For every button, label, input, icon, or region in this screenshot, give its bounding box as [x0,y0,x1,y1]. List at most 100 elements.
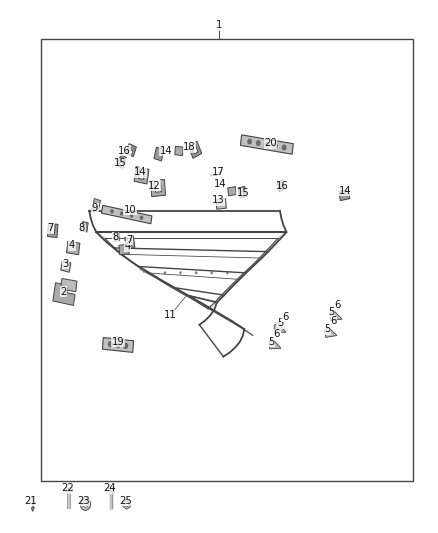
Circle shape [83,227,86,230]
Circle shape [124,502,129,507]
Polygon shape [277,180,285,191]
Polygon shape [330,310,342,320]
Text: 10: 10 [124,205,136,215]
Polygon shape [325,327,337,337]
Polygon shape [96,232,253,335]
Polygon shape [240,135,293,154]
Text: 21: 21 [25,496,37,506]
Polygon shape [154,147,164,161]
Text: 16: 16 [276,181,289,191]
Text: 24: 24 [103,483,116,493]
Polygon shape [117,155,127,168]
Text: 7: 7 [127,235,133,245]
Polygon shape [134,167,149,184]
Polygon shape [61,261,71,272]
Text: 12: 12 [148,181,161,191]
Text: 25: 25 [119,496,132,506]
Circle shape [273,143,278,149]
Text: 14: 14 [159,146,172,156]
Circle shape [280,185,283,189]
Polygon shape [175,146,183,156]
Polygon shape [238,187,246,198]
Polygon shape [102,205,152,224]
Text: 14: 14 [214,179,226,189]
Circle shape [226,271,229,274]
Polygon shape [228,187,237,196]
Text: 13: 13 [212,195,224,205]
Text: 23: 23 [77,496,89,506]
Circle shape [179,271,182,274]
Text: 1: 1 [216,20,222,30]
Polygon shape [67,241,80,255]
Polygon shape [269,339,281,349]
Bar [41,38,413,481]
Polygon shape [188,141,202,158]
Text: 3: 3 [62,259,68,269]
Polygon shape [119,244,129,255]
Text: 18: 18 [183,142,196,152]
Circle shape [164,271,166,274]
Text: 11: 11 [164,310,177,320]
Circle shape [282,144,286,150]
Text: 5: 5 [277,318,283,328]
Polygon shape [151,180,166,197]
Circle shape [247,139,252,144]
Polygon shape [66,487,72,491]
Text: 6: 6 [282,312,288,322]
Text: 6: 6 [274,329,280,340]
Circle shape [108,341,113,348]
Polygon shape [274,322,286,332]
Text: 15: 15 [113,158,126,168]
Polygon shape [126,143,137,157]
Text: 4: 4 [124,241,131,252]
Circle shape [129,150,132,154]
Polygon shape [208,232,286,309]
Circle shape [140,215,143,220]
Text: 17: 17 [212,167,225,177]
Circle shape [210,271,213,274]
Circle shape [80,498,91,511]
Text: 8: 8 [112,232,119,243]
Circle shape [265,142,269,148]
Text: 14: 14 [134,167,146,177]
Polygon shape [339,189,350,200]
Text: 5: 5 [324,324,330,334]
Polygon shape [61,279,77,292]
Circle shape [123,343,128,349]
Polygon shape [53,282,75,305]
Text: 19: 19 [112,337,124,347]
Polygon shape [102,337,134,352]
Polygon shape [113,232,119,241]
Text: 4: 4 [69,240,75,251]
Text: 6: 6 [335,300,341,310]
Text: 16: 16 [118,146,131,156]
Text: 8: 8 [79,223,85,233]
Circle shape [94,206,97,209]
Text: 7: 7 [47,223,53,233]
Text: 6: 6 [330,316,336,326]
Circle shape [256,140,261,146]
Text: 14: 14 [339,185,352,196]
Circle shape [110,209,114,214]
Circle shape [140,266,143,271]
Circle shape [115,237,118,240]
Circle shape [142,269,146,273]
Circle shape [115,342,121,348]
Polygon shape [47,223,58,238]
Text: 2: 2 [60,287,67,297]
Text: 22: 22 [61,483,74,493]
Text: 9: 9 [92,203,98,213]
Polygon shape [81,222,88,232]
Polygon shape [31,508,35,512]
Circle shape [83,501,88,507]
Circle shape [195,271,198,274]
Text: 15: 15 [237,188,249,198]
Polygon shape [216,199,226,209]
Circle shape [120,211,124,216]
Polygon shape [125,236,135,249]
Text: 20: 20 [264,139,277,149]
Circle shape [130,213,134,218]
Text: 5: 5 [268,337,275,347]
Polygon shape [123,499,131,510]
Text: 5: 5 [328,306,335,317]
